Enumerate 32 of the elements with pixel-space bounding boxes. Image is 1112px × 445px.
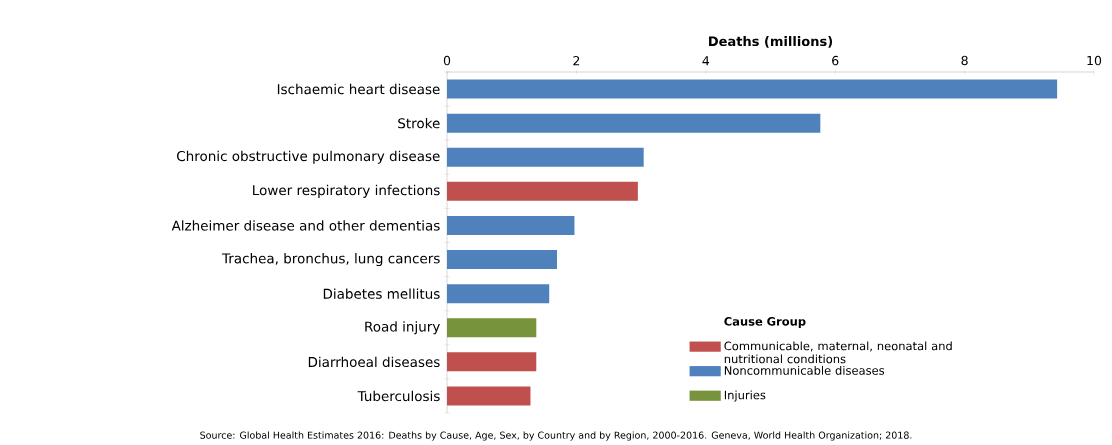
bar [447,147,644,167]
y-tick-label: Stroke [398,118,440,129]
y-tick-label: Tuberculosis [357,390,440,402]
x-tick-label: 2 [573,56,580,66]
x-tick-label: 4 [702,56,710,66]
bar [447,250,557,270]
y-tick-label: Chronic obstructive pulmonary disease [177,150,440,164]
bar [447,113,821,133]
source-note: Source: Global Health Estimates 2016: Deaths by Cause, Age, Sex, by Country and by Region, 2000-2016. Geneva, World Health Organization; 2018. [200,431,912,441]
bar [447,352,537,372]
x-tick-label: 8 [961,56,968,66]
bar [447,182,638,202]
x-tick-label: 6 [832,56,839,66]
y-tick-label: Ischaemic heart disease [277,84,440,95]
y-tick-label: Trachea, bronchus, lung cancers [221,253,440,267]
legend-title: Cause Group [724,317,806,329]
bar [447,386,531,406]
x-tick-label: 0 [443,56,451,66]
x-axis-title: Deaths (millions) [709,36,833,48]
y-tick-label: Lower respiratory infections [253,185,440,199]
y-tick-label: Road injury [365,321,440,335]
legend-label: Injuries [724,390,766,402]
bar [447,284,550,304]
legend-label: Noncommunicable diseases [724,366,885,376]
legend-label: Communicable, maternal, neonatal and nutritional conditions [724,341,952,364]
y-tick-label: Diarrhoeal diseases [308,356,440,368]
bar [447,318,537,338]
y-tick-label: Alzheimer disease and other dementias [171,220,440,231]
bar [447,216,575,236]
bar [447,79,1058,99]
x-tick-label: 10 [1087,56,1102,66]
y-tick-label: Diabetes mellitus [323,288,440,300]
